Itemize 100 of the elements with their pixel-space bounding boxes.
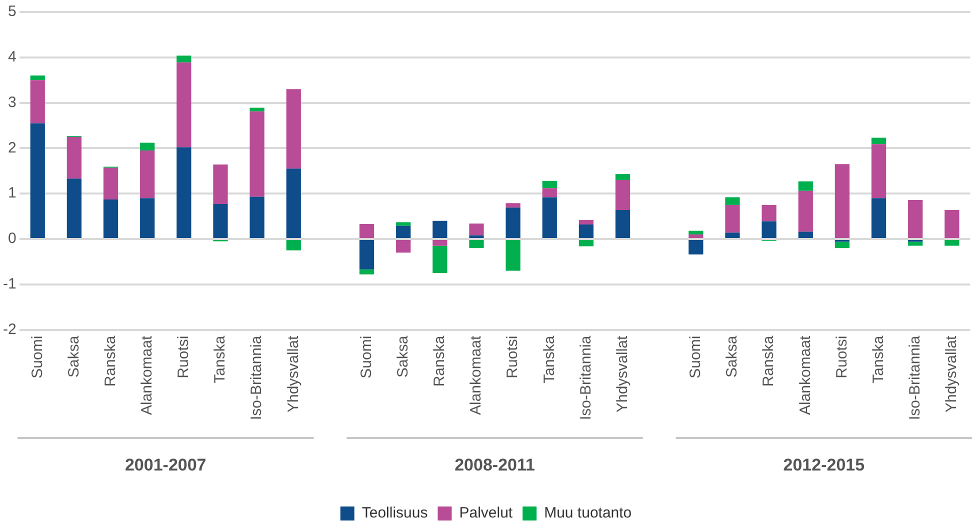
bar: [359, 269, 374, 274]
bar: [725, 204, 740, 233]
bar: [432, 220, 448, 238]
bar: [250, 196, 264, 238]
bar: [30, 76, 45, 80]
x-tick-label: Tanska: [870, 335, 887, 384]
y-tick-label: 5: [8, 3, 16, 20]
bar: [871, 138, 886, 144]
bar: [469, 224, 484, 236]
bar: [908, 200, 923, 238]
bar: [688, 240, 704, 254]
x-tick-label: Ranska: [431, 335, 448, 387]
y-tick-label: 4: [8, 48, 16, 66]
text: 2012-2015: [783, 456, 865, 475]
text: 2001-2007: [124, 456, 206, 475]
y-tick-label: 1: [8, 184, 16, 202]
bar: [250, 108, 264, 112]
bar: [615, 180, 630, 210]
bar: [103, 168, 118, 200]
bar: [213, 204, 228, 238]
bar: [469, 235, 484, 238]
bar: [140, 150, 155, 198]
bar: [578, 220, 594, 224]
text: 2008-2011: [454, 456, 535, 475]
bar: [688, 230, 704, 234]
bar: [506, 208, 520, 238]
bar: [542, 180, 557, 188]
x-tick-label: Ruotsi: [504, 336, 522, 378]
x-tick-label: Iso-Britannia: [906, 335, 924, 420]
bar: [725, 197, 740, 205]
x-tick-label: Iso-Britannia: [577, 335, 594, 420]
x-tick-label: Saksa: [724, 335, 741, 378]
bar: [542, 188, 557, 198]
bar: [176, 147, 192, 238]
bar: [944, 210, 960, 238]
x-tick-label: Saksa: [65, 335, 82, 378]
x-tick-label: Alankomaat: [138, 334, 156, 416]
bar: [615, 210, 630, 238]
legend-label: Teollisuus: [362, 504, 428, 522]
bar: [944, 240, 960, 246]
bar: [469, 240, 484, 248]
x-tick-label: Ruotsi: [175, 336, 192, 378]
bar: [506, 203, 520, 208]
bar: [762, 221, 776, 238]
bar: [798, 190, 813, 232]
bar: [66, 136, 82, 179]
bar: [359, 224, 374, 238]
bar: [871, 198, 886, 238]
bar: [30, 123, 45, 238]
x-tick-label: Alankomaat: [468, 334, 485, 416]
bar: [140, 142, 155, 150]
y-tick-label: -1: [2, 276, 16, 293]
x-tick-label: Saksa: [394, 335, 412, 378]
bar: [578, 224, 594, 238]
bar: [725, 232, 740, 238]
x-tick-label: Iso-Britannia: [248, 335, 266, 420]
bar: [176, 62, 192, 148]
bar: [286, 89, 301, 169]
bar: [871, 144, 886, 198]
bar: [834, 242, 850, 248]
bar: [506, 240, 520, 271]
bar: [688, 234, 704, 238]
y-tick-label: -2: [2, 320, 16, 338]
bar: [798, 232, 813, 238]
bar: [432, 246, 448, 274]
bar: [615, 174, 630, 180]
x-tick-label: Tanska: [212, 335, 229, 384]
bar: [286, 240, 301, 250]
x-tick-label: Alankomaat: [796, 334, 814, 416]
x-tick-label: Yhdysvallat: [614, 334, 631, 413]
bar: [396, 226, 411, 238]
x-tick-label: Suomi: [687, 336, 704, 378]
bar: [834, 164, 850, 238]
bar: [908, 242, 923, 246]
y-tick-label: 0: [8, 230, 16, 248]
x-tick-label: Yhdysvallat: [943, 334, 960, 413]
x-tick-label: Suomi: [358, 336, 375, 378]
bar: [66, 178, 82, 238]
x-tick-label: Tanska: [540, 335, 558, 384]
bar: [213, 164, 228, 204]
x-tick-label: Ranska: [102, 335, 119, 387]
y-tick-label: 2: [8, 139, 16, 156]
bar: [432, 240, 448, 246]
bar: [396, 222, 411, 226]
x-tick-label: Suomi: [28, 336, 46, 378]
bar: [396, 240, 411, 253]
bar: [359, 240, 374, 270]
bar: [798, 181, 813, 191]
bar: [578, 240, 594, 246]
bar: [140, 198, 155, 238]
bar: [30, 80, 45, 124]
legend-label: Palvelut: [459, 504, 514, 522]
bar: [286, 168, 301, 238]
bar: [176, 56, 192, 62]
bar: [250, 111, 264, 197]
legend-label: Muu tuotanto: [544, 504, 632, 522]
x-tick-label: Ranska: [760, 335, 778, 387]
bar: [103, 200, 118, 238]
x-tick-label: Yhdysvallat: [284, 334, 302, 413]
y-tick-label: 3: [8, 94, 16, 111]
